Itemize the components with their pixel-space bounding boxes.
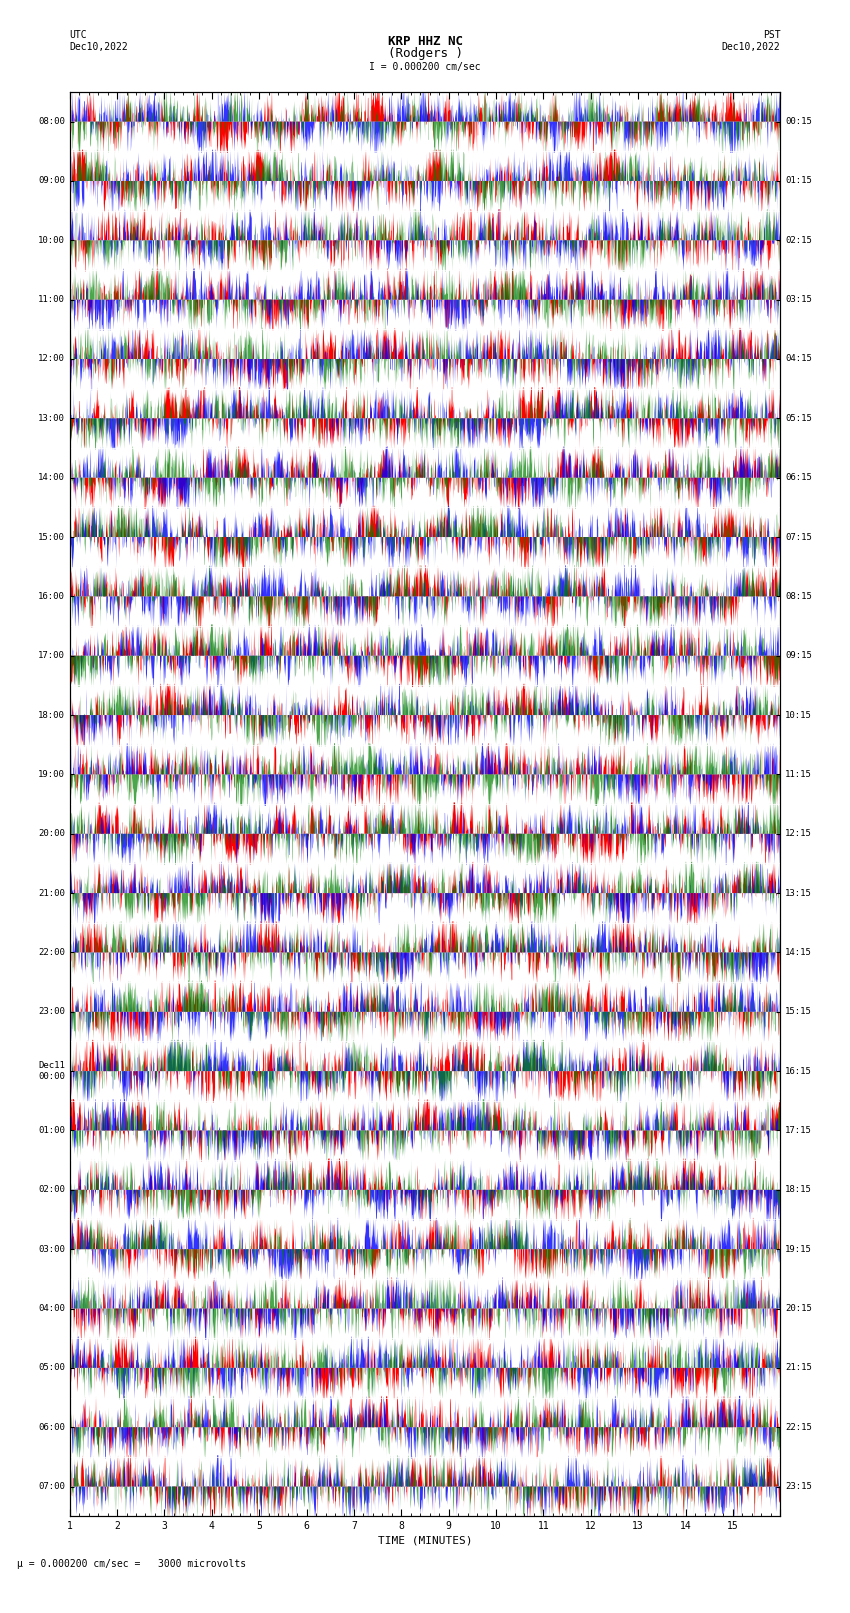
Text: KRP HHZ NC: KRP HHZ NC bbox=[388, 34, 462, 47]
Text: Dec10,2022: Dec10,2022 bbox=[722, 42, 780, 52]
Text: μ = 0.000200 cm/sec =   3000 microvolts: μ = 0.000200 cm/sec = 3000 microvolts bbox=[17, 1560, 246, 1569]
X-axis label: TIME (MINUTES): TIME (MINUTES) bbox=[377, 1536, 473, 1545]
Text: (Rodgers ): (Rodgers ) bbox=[388, 47, 462, 60]
Text: UTC: UTC bbox=[70, 31, 88, 40]
Text: PST: PST bbox=[762, 31, 780, 40]
Text: I = 0.000200 cm/sec: I = 0.000200 cm/sec bbox=[369, 61, 481, 71]
Text: Dec10,2022: Dec10,2022 bbox=[70, 42, 128, 52]
